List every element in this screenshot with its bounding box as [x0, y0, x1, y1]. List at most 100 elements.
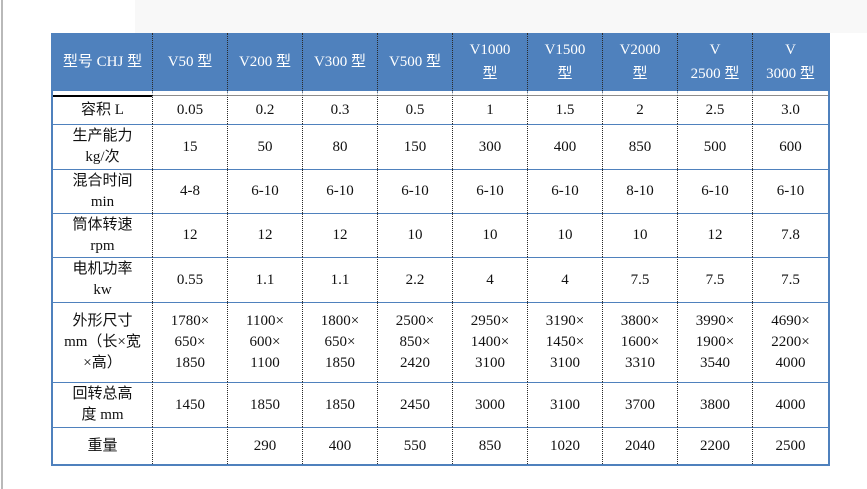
table-cell: 10	[453, 213, 528, 257]
table-cell: 3990× 1900× 3540	[678, 302, 753, 382]
header-cell: V1500 型	[528, 33, 603, 95]
table-cell: 7.5	[678, 257, 753, 302]
table-cell: 2450	[378, 382, 453, 427]
table-row-weight: 重量 290 400 550 850 1020 2040 2200 2500	[53, 427, 828, 464]
table-cell: 4000	[753, 382, 828, 427]
table-cell: 3100	[528, 382, 603, 427]
row-label: 筒体转速 rpm	[53, 213, 153, 257]
row-label: 回转总高 度 mm	[53, 382, 153, 427]
row-label: 容积 L	[53, 95, 153, 124]
table-cell: 6-10	[528, 169, 603, 213]
table-cell: 12	[153, 213, 228, 257]
table-cell: 1850	[303, 382, 378, 427]
table-cell: 550	[378, 427, 453, 464]
table-cell: 6-10	[453, 169, 528, 213]
table-cell: 6-10	[378, 169, 453, 213]
table-cell: 1850	[228, 382, 303, 427]
row-label: 重量	[53, 427, 153, 464]
table-cell: 2	[603, 95, 678, 124]
table-cell: 10	[528, 213, 603, 257]
table-cell: 6-10	[678, 169, 753, 213]
table-cell: 2.2	[378, 257, 453, 302]
header-cell-model: 型号 CHJ 型	[53, 33, 153, 95]
table-cell: 3190× 1450× 3100	[528, 302, 603, 382]
table-cell: 10	[603, 213, 678, 257]
table-cell: 1.1	[303, 257, 378, 302]
table-cell: 3700	[603, 382, 678, 427]
table-cell: 2500× 850× 2420	[378, 302, 453, 382]
header-cell: V500 型	[378, 33, 453, 95]
table-row-dimensions: 外形尺寸 mm（长×宽 ×高） 1780× 650× 1850 1100× 60…	[53, 302, 828, 382]
table-cell: 7.5	[753, 257, 828, 302]
table-cell: 3.0	[753, 95, 828, 124]
table-cell: 4690× 2200× 4000	[753, 302, 828, 382]
top-strip	[135, 0, 867, 33]
header-cell: V1000 型	[453, 33, 528, 95]
table-cell: 3800	[678, 382, 753, 427]
table-cell: 290	[228, 427, 303, 464]
table-cell: 1.5	[528, 95, 603, 124]
table-cell: 4-8	[153, 169, 228, 213]
table-cell: 1800× 650× 1850	[303, 302, 378, 382]
table-cell: 8-10	[603, 169, 678, 213]
table-cell: 3000	[453, 382, 528, 427]
header-cell: V300 型	[303, 33, 378, 95]
table-cell: 4	[453, 257, 528, 302]
table-cell: 0.05	[153, 95, 228, 124]
table-cell: 0.55	[153, 257, 228, 302]
table-cell: 1	[453, 95, 528, 124]
spec-table: 型号 CHJ 型 V50 型 V200 型 V300 型 V500 型 V100…	[51, 33, 830, 466]
table-cell: 850	[603, 124, 678, 169]
header-row: 型号 CHJ 型 V50 型 V200 型 V300 型 V500 型 V100…	[53, 33, 828, 95]
table-cell: 2950× 1400× 3100	[453, 302, 528, 382]
table-cell: 4	[528, 257, 603, 302]
table-cell: 3800× 1600× 3310	[603, 302, 678, 382]
table-cell: 850	[453, 427, 528, 464]
table-row-capacity: 生产能力 kg/次 15 50 80 150 300 400 850 500 6…	[53, 124, 828, 169]
table-cell: 300	[453, 124, 528, 169]
header-cell: V 2500 型	[678, 33, 753, 95]
row-label: 生产能力 kg/次	[53, 124, 153, 169]
header-cell: V2000 型	[603, 33, 678, 95]
table-cell: 7.5	[603, 257, 678, 302]
table-cell: 500	[678, 124, 753, 169]
table-cell: 150	[378, 124, 453, 169]
table-cell: 1020	[528, 427, 603, 464]
header-cell: V50 型	[153, 33, 228, 95]
table-row-motor-power: 电机功率 kw 0.55 1.1 1.1 2.2 4 4 7.5 7.5 7.5	[53, 257, 828, 302]
table-cell: 400	[303, 427, 378, 464]
table-cell: 12	[303, 213, 378, 257]
table-cell: 12	[228, 213, 303, 257]
table-row-mix-time: 混合时间 min 4-8 6-10 6-10 6-10 6-10 6-10 8-…	[53, 169, 828, 213]
table-cell: 6-10	[228, 169, 303, 213]
table-cell: 2500	[753, 427, 828, 464]
table-cell: 2040	[603, 427, 678, 464]
header-cell: V 3000 型	[753, 33, 828, 95]
table-cell: 80	[303, 124, 378, 169]
table-cell: 2200	[678, 427, 753, 464]
table-cell: 0.3	[303, 95, 378, 124]
table-cell: 1.1	[228, 257, 303, 302]
table-cell: 2.5	[678, 95, 753, 124]
table-cell: 400	[528, 124, 603, 169]
table-cell: 12	[678, 213, 753, 257]
table-cell: 6-10	[753, 169, 828, 213]
row-label: 电机功率 kw	[53, 257, 153, 302]
page-edge-line	[1, 0, 3, 489]
table-cell: 1450	[153, 382, 228, 427]
table-cell: 6-10	[303, 169, 378, 213]
table-cell	[153, 427, 228, 464]
table-cell: 0.5	[378, 95, 453, 124]
table-row-total-height: 回转总高 度 mm 1450 1850 1850 2450 3000 3100 …	[53, 382, 828, 427]
row-label: 混合时间 min	[53, 169, 153, 213]
table-cell: 1780× 650× 1850	[153, 302, 228, 382]
table-cell: 600	[753, 124, 828, 169]
table-cell: 15	[153, 124, 228, 169]
table-cell: 1100× 600× 1100	[228, 302, 303, 382]
row-label: 外形尺寸 mm（长×宽 ×高）	[53, 302, 153, 382]
table-row-drum-speed: 筒体转速 rpm 12 12 12 10 10 10 10 12 7.8	[53, 213, 828, 257]
table-row-volume: 容积 L 0.05 0.2 0.3 0.5 1 1.5 2 2.5 3.0	[53, 95, 828, 124]
table-cell: 7.8	[753, 213, 828, 257]
table-cell: 50	[228, 124, 303, 169]
